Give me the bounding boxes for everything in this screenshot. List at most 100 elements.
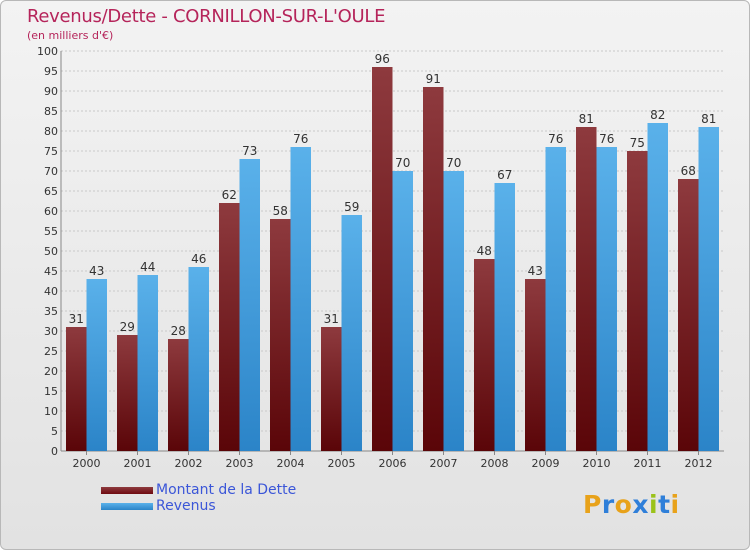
y-tick-label: 65 xyxy=(44,185,58,198)
y-tick-label: 0 xyxy=(51,445,58,458)
data-label-dette: 29 xyxy=(120,320,135,334)
bar-revenus xyxy=(86,279,107,451)
y-tick-label: 5 xyxy=(51,425,58,438)
y-tick-label: 15 xyxy=(44,385,58,398)
bar-dette xyxy=(627,151,648,451)
bar-dette xyxy=(168,339,189,451)
data-label-dette: 62 xyxy=(222,188,237,202)
bar-dette xyxy=(576,127,597,451)
data-label-revenus: 76 xyxy=(599,132,614,146)
bar-revenus xyxy=(392,171,413,451)
data-label-revenus: 70 xyxy=(446,156,461,170)
data-label-dette: 75 xyxy=(630,136,645,150)
y-tick-label: 35 xyxy=(44,305,58,318)
y-tick-label: 30 xyxy=(44,325,58,338)
bar-revenus xyxy=(341,215,362,451)
x-tick-label: 2003 xyxy=(226,457,254,470)
legend-swatch-dette xyxy=(101,487,153,494)
data-label-revenus: 43 xyxy=(89,264,104,278)
y-tick-label: 10 xyxy=(44,405,58,418)
y-tick-label: 75 xyxy=(44,145,58,158)
y-tick-label: 40 xyxy=(44,285,58,298)
logo-letter: i xyxy=(670,490,680,519)
bar-dette xyxy=(66,327,87,451)
data-label-revenus: 82 xyxy=(650,108,665,122)
y-tick-label: 90 xyxy=(44,85,58,98)
logo-letter: P xyxy=(583,490,602,519)
data-label-revenus: 73 xyxy=(242,144,257,158)
x-tick-label: 2010 xyxy=(583,457,611,470)
bar-dette xyxy=(525,279,546,451)
logo-letter: o xyxy=(614,490,633,519)
data-label-dette: 68 xyxy=(681,164,696,178)
x-tick-label: 2004 xyxy=(277,457,305,470)
data-label-revenus: 44 xyxy=(140,260,155,274)
bar-dette xyxy=(321,327,342,451)
data-label-dette: 81 xyxy=(579,112,594,126)
bar-dette xyxy=(270,219,291,451)
x-tick-label: 2000 xyxy=(73,457,101,470)
x-tick-label: 2009 xyxy=(532,457,560,470)
legend-label-revenus: Revenus xyxy=(156,498,216,514)
bar-dette xyxy=(474,259,495,451)
bar-dette xyxy=(678,179,699,451)
bar-revenus xyxy=(494,183,515,451)
data-label-dette: 31 xyxy=(69,312,84,326)
proxiti-logo: Proxiti xyxy=(583,490,680,519)
data-label-revenus: 81 xyxy=(701,112,716,126)
data-label-dette: 58 xyxy=(273,204,288,218)
logo-letter: i xyxy=(649,490,659,519)
data-label-revenus: 67 xyxy=(497,168,512,182)
x-tick-label: 2002 xyxy=(175,457,203,470)
y-tick-label: 85 xyxy=(44,105,58,118)
bar-revenus xyxy=(647,123,668,451)
data-label-revenus: 76 xyxy=(293,132,308,146)
data-label-revenus: 46 xyxy=(191,252,206,266)
x-tick-label: 2007 xyxy=(430,457,458,470)
x-tick-label: 2012 xyxy=(685,457,713,470)
y-tick-label: 60 xyxy=(44,205,58,218)
bar-dette xyxy=(219,203,240,451)
y-tick-label: 45 xyxy=(44,265,58,278)
data-label-dette: 48 xyxy=(477,244,492,258)
bar-revenus xyxy=(290,147,311,451)
chart-subtitle: (en milliers d'€) xyxy=(27,29,114,42)
data-label-dette: 91 xyxy=(426,72,441,86)
x-tick-label: 2006 xyxy=(379,457,407,470)
data-label-dette: 43 xyxy=(528,264,543,278)
bar-revenus xyxy=(443,171,464,451)
bar-dette xyxy=(117,335,138,451)
legend-swatch-revenus xyxy=(101,503,153,510)
y-tick-label: 20 xyxy=(44,365,58,378)
bar-revenus xyxy=(545,147,566,451)
y-tick-label: 100 xyxy=(37,45,58,58)
data-label-dette: 28 xyxy=(171,324,186,338)
bar-revenus xyxy=(698,127,719,451)
y-tick-label: 70 xyxy=(44,165,58,178)
data-label-revenus: 59 xyxy=(344,200,359,214)
y-tick-label: 95 xyxy=(44,65,58,78)
data-label-dette: 96 xyxy=(375,52,390,66)
logo-letter: t xyxy=(658,490,671,519)
bar-dette xyxy=(372,67,393,451)
legend-label-dette: Montant de la Dette xyxy=(156,482,297,498)
logo-letter: r xyxy=(601,490,615,519)
y-tick-label: 80 xyxy=(44,125,58,138)
bar-revenus xyxy=(596,147,617,451)
bar-revenus xyxy=(188,267,209,451)
x-tick-label: 2001 xyxy=(124,457,152,470)
y-tick-label: 50 xyxy=(44,245,58,258)
data-label-revenus: 70 xyxy=(395,156,410,170)
bar-revenus xyxy=(137,275,158,451)
chart-title: Revenus/Dette - CORNILLON-SUR-L'OULE xyxy=(27,6,386,27)
y-tick-label: 55 xyxy=(44,225,58,238)
bar-dette xyxy=(423,87,444,451)
x-tick-label: 2005 xyxy=(328,457,356,470)
data-label-revenus: 76 xyxy=(548,132,563,146)
data-label-dette: 31 xyxy=(324,312,339,326)
x-tick-label: 2011 xyxy=(634,457,662,470)
bar-revenus xyxy=(239,159,260,451)
y-tick-label: 25 xyxy=(44,345,58,358)
